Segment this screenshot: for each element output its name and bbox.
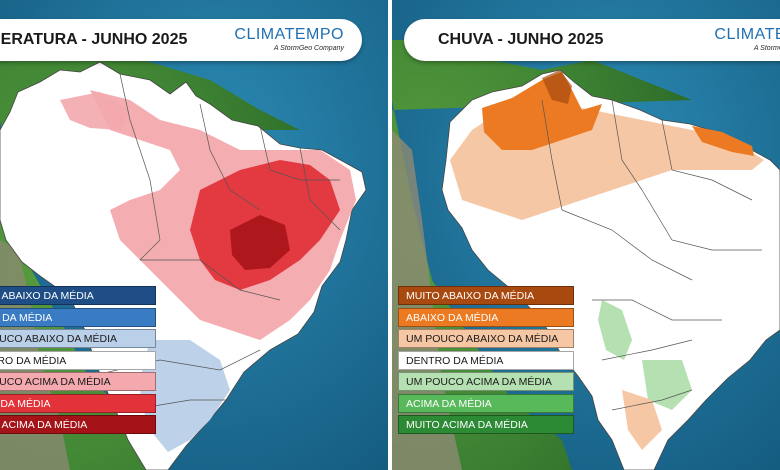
temperature-panel: PERATURA - JUNHO 2025 CLIMATEMPO A Storm… (0, 0, 388, 470)
warm-anomaly-light-north (60, 92, 130, 130)
legend-item: A DA MÉDIA (0, 393, 156, 413)
dry-anomaly-light-south (622, 390, 662, 450)
temperature-title: PERATURA - JUNHO 2025 (0, 31, 188, 48)
climatempo-logo: CLIMATEMPO A StormGeo Company (234, 26, 344, 53)
rainfall-legend: MUITO ABAIXO DA MÉDIA ABAIXO DA MÉDIA UM… (398, 286, 574, 437)
wet-anomaly-light-south (642, 360, 692, 410)
legend-item: UM POUCO ABAIXO DA MÉDIA (398, 329, 574, 348)
legend-item: ACIMA DA MÉDIA (398, 393, 574, 413)
legend-item: UM POUCO ACIMA DA MÉDIA (398, 372, 574, 391)
logo-wordmark: CLIMATEMPO (234, 26, 344, 43)
legend-item: DENTRO DA MÉDIA (398, 350, 574, 370)
legend-item: ABAIXO DA MÉDIA (398, 307, 574, 327)
rainfall-header: CHUVA - JUNHO 2025 CLIMATEMPO A StormGeo… (404, 19, 780, 61)
legend-item: O ABAIXO DA MÉDIA (0, 286, 156, 305)
legend-item: MUITO ABAIXO DA MÉDIA (398, 286, 574, 305)
dry-anomaly (482, 72, 602, 150)
logo-wordmark: CLIMATEMPO (714, 26, 780, 43)
legend-item: OUCO ABAIXO DA MÉDIA (0, 329, 156, 348)
temperature-header: PERATURA - JUNHO 2025 CLIMATEMPO A Storm… (0, 19, 362, 61)
legend-item: MUITO ACIMA DA MÉDIA (398, 415, 574, 434)
legend-item: OUCO ACIMA DA MÉDIA (0, 372, 156, 391)
dry-anomaly-strong (542, 70, 572, 104)
rainfall-panel: CHUVA - JUNHO 2025 CLIMATEMPO A StormGeo… (392, 0, 780, 470)
dry-anomaly-coast (692, 126, 754, 156)
legend-item: TRO DA MÉDIA (0, 350, 156, 370)
state-borders (541, 99, 762, 411)
legend-item: O DA MÉDIA (0, 307, 156, 327)
legend-item: O ACIMA DA MÉDIA (0, 415, 156, 434)
climatempo-logo: CLIMATEMPO A StormGeo Company (714, 26, 780, 53)
temperature-legend: O ABAIXO DA MÉDIA O DA MÉDIA OUCO ABAIXO… (0, 286, 156, 437)
logo-tagline: A StormGeo Company (753, 45, 780, 52)
rainfall-title: CHUVA - JUNHO 2025 (438, 31, 604, 48)
wet-anomaly-light (598, 300, 632, 360)
panel-divider (388, 0, 392, 470)
logo-tagline: A StormGeo Company (273, 45, 344, 52)
warm-anomaly-very-strong (230, 215, 290, 270)
